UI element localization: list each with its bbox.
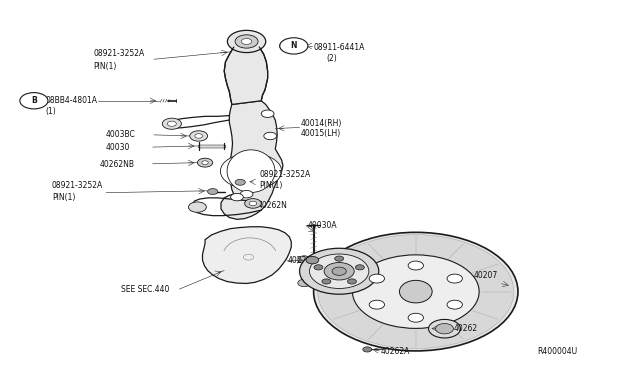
Circle shape: [306, 256, 319, 264]
Text: 08921-3252A: 08921-3252A: [52, 181, 103, 190]
Circle shape: [335, 256, 344, 261]
Circle shape: [447, 274, 462, 283]
Circle shape: [207, 189, 218, 195]
Text: 40030A: 40030A: [307, 221, 337, 230]
Circle shape: [298, 279, 310, 287]
Circle shape: [314, 232, 518, 351]
Circle shape: [310, 254, 369, 288]
Circle shape: [189, 131, 207, 141]
Text: (2): (2): [326, 54, 337, 62]
Polygon shape: [202, 227, 291, 283]
Ellipse shape: [399, 280, 432, 303]
Circle shape: [368, 256, 381, 263]
Text: 08921-3252A: 08921-3252A: [93, 49, 145, 58]
Circle shape: [197, 158, 212, 167]
Circle shape: [408, 261, 424, 270]
Circle shape: [322, 279, 331, 284]
Text: 40262N: 40262N: [257, 201, 287, 210]
Ellipse shape: [227, 150, 275, 192]
Circle shape: [168, 121, 176, 126]
Circle shape: [447, 300, 462, 309]
Circle shape: [353, 255, 479, 328]
Circle shape: [261, 110, 274, 118]
Circle shape: [408, 313, 424, 322]
Text: N: N: [291, 41, 297, 51]
Circle shape: [333, 291, 346, 298]
Circle shape: [195, 134, 202, 138]
Circle shape: [20, 93, 48, 109]
Text: 40014(RH): 40014(RH): [301, 119, 342, 128]
Circle shape: [241, 38, 252, 44]
Circle shape: [264, 132, 276, 140]
Circle shape: [436, 324, 454, 334]
Text: 40030: 40030: [106, 143, 131, 152]
Text: 40262NB: 40262NB: [100, 160, 134, 169]
Text: 40262A: 40262A: [381, 347, 410, 356]
Text: R400004U: R400004U: [537, 347, 577, 356]
Circle shape: [429, 320, 461, 338]
Circle shape: [368, 279, 381, 287]
Text: PIN(1): PIN(1): [93, 62, 116, 71]
Circle shape: [220, 153, 282, 189]
Text: PIN(1): PIN(1): [52, 193, 75, 202]
Circle shape: [317, 235, 514, 349]
Text: 40202H: 40202H: [306, 267, 336, 276]
Circle shape: [285, 42, 298, 49]
Circle shape: [300, 248, 379, 294]
Text: 4003BC: 4003BC: [106, 130, 136, 140]
Polygon shape: [224, 47, 268, 105]
Text: 40015(LH): 40015(LH): [301, 128, 341, 138]
Circle shape: [188, 202, 206, 212]
Text: 40222: 40222: [288, 256, 312, 265]
Circle shape: [244, 199, 261, 208]
Circle shape: [298, 256, 310, 263]
Text: 40207: 40207: [473, 271, 497, 280]
Circle shape: [249, 201, 257, 206]
Circle shape: [202, 161, 208, 164]
Text: 08BB4-4801A: 08BB4-4801A: [45, 96, 97, 105]
Circle shape: [324, 263, 354, 280]
Circle shape: [280, 38, 308, 54]
Text: 40262: 40262: [454, 324, 478, 333]
Circle shape: [230, 193, 243, 201]
Circle shape: [163, 118, 181, 129]
Circle shape: [332, 267, 346, 275]
Text: 08911-6441A: 08911-6441A: [314, 42, 365, 51]
Text: (1): (1): [45, 108, 56, 116]
Circle shape: [235, 35, 258, 48]
Circle shape: [240, 190, 253, 198]
Text: SEE SEC.440: SEE SEC.440: [121, 285, 169, 294]
Polygon shape: [221, 101, 283, 219]
Circle shape: [369, 274, 385, 283]
Text: PIN(1): PIN(1): [259, 181, 283, 190]
Circle shape: [348, 279, 356, 284]
Circle shape: [363, 347, 372, 352]
Circle shape: [235, 179, 245, 185]
Circle shape: [355, 265, 364, 270]
Circle shape: [369, 300, 385, 309]
Circle shape: [280, 39, 303, 52]
Text: 08921-3252A: 08921-3252A: [259, 170, 310, 179]
Circle shape: [227, 31, 266, 52]
Circle shape: [314, 265, 323, 270]
Text: B: B: [31, 96, 36, 105]
